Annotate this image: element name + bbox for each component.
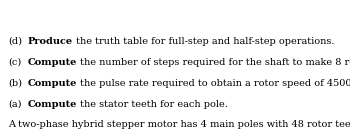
Text: (a): (a) [8,100,21,109]
Text: A two-phase hybrid stepper motor has 4 main poles with 48 rotor teeth and step a: A two-phase hybrid stepper motor has 4 m… [8,120,350,129]
Text: Compute: Compute [28,58,77,67]
Text: the stator teeth for each pole.: the stator teeth for each pole. [77,100,228,109]
Text: the truth table for full-step and half-step operations.: the truth table for full-step and half-s… [73,37,335,46]
Text: Compute: Compute [28,79,77,88]
Text: the number of steps required for the shaft to make 8 revolutions.: the number of steps required for the sha… [77,58,350,67]
Text: Compute: Compute [28,100,77,109]
Text: Produce: Produce [28,37,73,46]
Text: (b): (b) [8,79,22,88]
Text: (d): (d) [8,37,22,46]
Text: (c): (c) [8,58,21,67]
Text: the pulse rate required to obtain a rotor speed of 4500 rpm.: the pulse rate required to obtain a roto… [77,79,350,88]
